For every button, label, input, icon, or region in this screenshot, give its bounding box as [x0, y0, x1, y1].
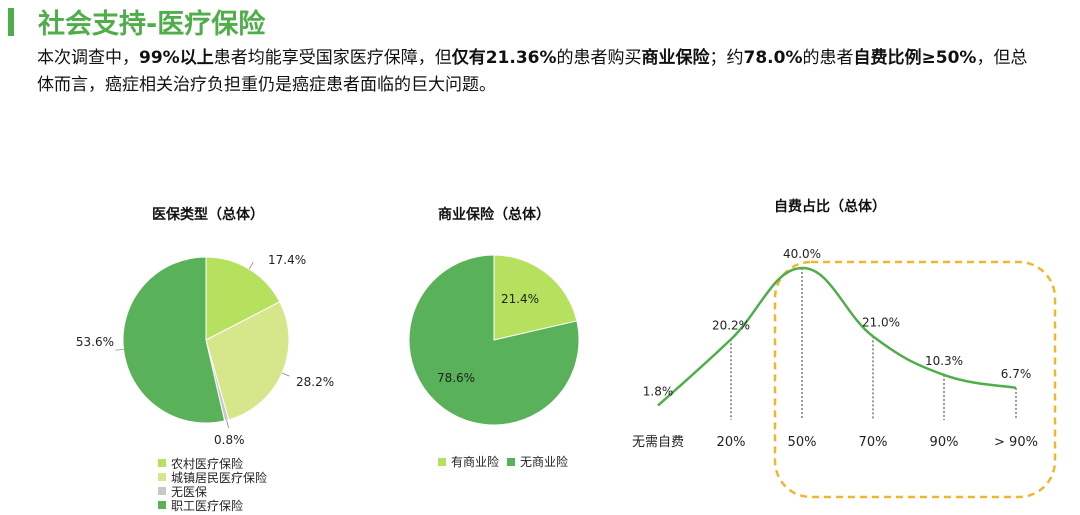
pie-leader-line [282, 372, 290, 377]
pie-leader-line [226, 420, 230, 429]
legend-swatch [158, 487, 166, 495]
summary-segment: 自费比例≥50% [853, 48, 977, 68]
legend-label: 农村医疗保险 [171, 456, 244, 471]
category-label: 20% [717, 435, 746, 450]
pie-slice [408, 254, 580, 426]
summary-segment: 78.0% [743, 48, 803, 68]
data-label: 40.0% [783, 247, 821, 261]
summary-segment: 仅有21.36% [451, 48, 557, 68]
data-label: 1.8% [643, 385, 674, 399]
summary-segment: 本次调查中， [37, 48, 139, 68]
summary-segment: ；约 [709, 48, 744, 68]
category-label: 50% [788, 435, 817, 450]
category-label: > 90% [994, 435, 1038, 450]
legend-swatch [507, 457, 516, 466]
pie-slice-label: 21.4% [501, 292, 539, 306]
summary-segment: 的患者 [802, 48, 854, 68]
data-label: 10.3% [925, 354, 963, 368]
legend-label: 城镇居民医疗保险 [171, 470, 268, 485]
summary-segment: 的患者购买 [556, 48, 642, 68]
pie-slice-label: 28.2% [296, 375, 334, 389]
legend-item: 农村医疗保险 [158, 456, 267, 471]
pie-chart-insurance-type: 17.4% 28.2% 0.8% 53.6% [76, 253, 334, 447]
summary-text: 本次调查中，99%以上患者均能享受国家医疗保障，但仅有21.36%的患者购买商业… [37, 45, 1037, 99]
highlight-region [773, 260, 1057, 499]
line-chart-self-pay: 1.8% 20.2% 40.0% 21.0% 10.3% 6.7% 无需自费 20% 50% 70… [632, 247, 1057, 499]
legend-item: 职工医疗保险 [158, 498, 267, 513]
category-label: 90% [930, 435, 959, 450]
page-title: 社会支持-医疗保险 [38, 9, 266, 40]
pie2-legend: 有商业险 无商业险 [438, 453, 576, 470]
pie-chart-commercial-insurance: 21.4% 78.6% [408, 254, 580, 426]
legend-item: 无商业险 [507, 453, 568, 470]
legend-swatch [158, 459, 166, 467]
series-line [657, 266, 1017, 407]
legend-item: 城镇居民医疗保险 [158, 470, 268, 485]
category-label: 70% [859, 435, 888, 450]
pie-slice-label: 78.6% [437, 371, 475, 385]
summary-segment: 商业保险 [641, 48, 710, 68]
line-chart-title: 自费占比（总体） [774, 199, 886, 215]
pie-slice [205, 301, 290, 421]
legend-swatch [438, 457, 446, 466]
pie-slice [493, 254, 578, 341]
summary-segment: 患者均能享受国家医疗保障，但 [213, 48, 452, 68]
pie-leader-line [115, 348, 124, 351]
data-label: 20.2% [712, 318, 750, 332]
pie-slice-label: 53.6% [76, 335, 114, 349]
legend-label: 职工医疗保险 [171, 498, 244, 513]
pie-slice [122, 256, 226, 424]
pie1-legend: 农村医疗保险 城镇居民医疗保险 无医保 职工医疗保险 [158, 456, 268, 513]
pie1-title: 医保类型（总体） [152, 207, 264, 223]
data-label: 6.7% [1001, 367, 1032, 381]
legend-item: 无医保 [158, 484, 267, 499]
pie-leader-line [248, 262, 254, 270]
summary-segment: ，但总体而言，癌症相关治疗负担重仍是癌症患者面临的巨大问题。 [37, 48, 1028, 95]
legend-swatch [158, 473, 166, 481]
legend-item: 有商业险 [438, 453, 499, 470]
legend-label: 无商业险 [520, 455, 569, 469]
pie-slice-label: 0.8% [214, 433, 245, 447]
legend-swatch [158, 501, 166, 509]
legend-label: 有商业险 [451, 455, 500, 469]
data-label: 21.0% [862, 315, 900, 329]
category-label: 无需自费 [632, 435, 684, 450]
title-accent-bar [8, 8, 14, 36]
pie-slice [205, 256, 281, 341]
pie2-title: 商业保险（总体） [438, 207, 550, 223]
legend-label: 无医保 [171, 484, 208, 499]
summary-segment: 99%以上 [139, 48, 214, 68]
pie-slice-label: 17.4% [268, 253, 306, 267]
